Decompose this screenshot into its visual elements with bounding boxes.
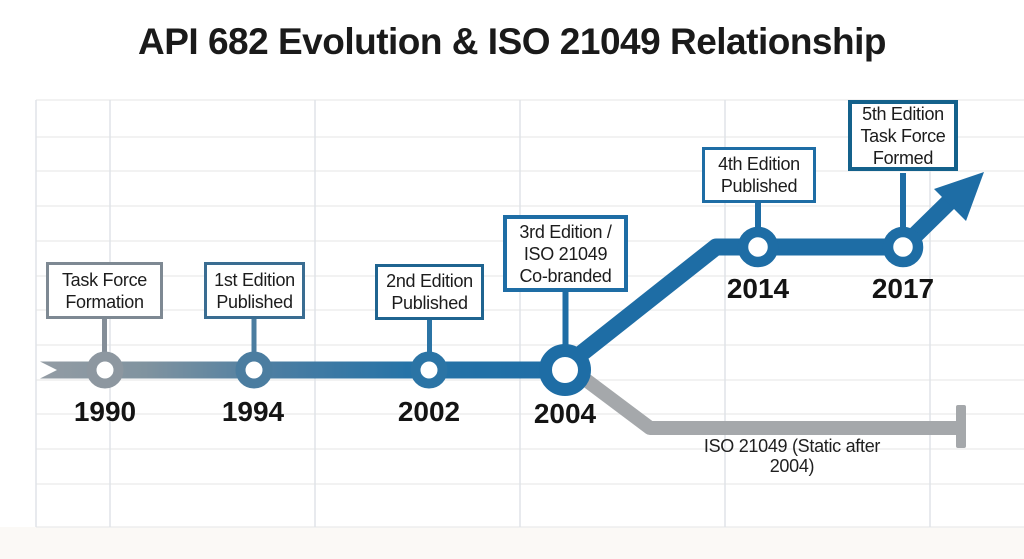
iso-branch-label-line: ISO 21049 (703, 436, 788, 456)
year-label-1994: 1994 (221, 396, 285, 427)
timeline-arrow-head (934, 172, 984, 221)
milestone-label-line: ISO 21049 (523, 243, 608, 264)
milestone-box-2017: 5th Edition Task Force Formed (848, 100, 958, 171)
milestone-label-line: Task Force (860, 125, 946, 146)
milestone-box-2014: 4th Edition Published (702, 147, 816, 203)
milestone-node-1990 (86, 351, 124, 389)
year-label-2002: 2002 (397, 396, 461, 427)
milestone-label-line: Published (720, 176, 798, 196)
milestone-box-2002: 2nd Edition Published (375, 264, 484, 320)
milestone-label-line: Published (391, 293, 468, 313)
milestone-label-line: 2nd Edition (386, 271, 473, 291)
milestone-nodes (86, 226, 924, 396)
milestone-label-line: Formed (872, 147, 934, 168)
milestone-label-line: 3rd Edition / (519, 221, 612, 242)
iso-branch-line (573, 368, 956, 435)
milestone-label-line: 5th Edition (862, 103, 944, 124)
background-grid (35, 99, 1024, 528)
milestone-label-line: Formation (65, 291, 144, 312)
milestone-box-1994: 1st Edition Published (204, 262, 305, 319)
year-label-2004: 2004 (533, 398, 597, 429)
milestone-label-line: 4th Edition (718, 154, 800, 174)
milestone-box-2004: 3rd Edition / ISO 21049 Co-branded (503, 215, 628, 292)
milestone-node-1994 (235, 351, 273, 389)
milestone-box-1990: Task Force Formation (46, 262, 163, 319)
year-label-2017: 2017 (871, 273, 935, 304)
bottom-margin (0, 527, 1024, 559)
milestone-node-2017 (882, 226, 924, 268)
milestone-node-2004 (539, 344, 591, 396)
iso-branch-label-line: (Static after 2004) (769, 436, 881, 476)
milestone-node-2014 (737, 226, 779, 268)
milestone-label-line: Co-branded (519, 265, 612, 286)
milestone-label-line: Task Force (61, 269, 148, 290)
milestone-node-2002 (410, 351, 448, 389)
milestone-label-line: 1st Edition (214, 269, 295, 290)
iso-branch-label: ISO 21049 (Static after 2004) (692, 436, 892, 476)
page-title: API 682 Evolution & ISO 21049 Relationsh… (138, 21, 887, 62)
iso-branch-endcap (956, 405, 966, 448)
milestone-label-line: Published (216, 291, 293, 312)
timeline-rise-segment (552, 194, 956, 379)
year-label-1990: 1990 (73, 396, 137, 427)
year-label-2014: 2014 (726, 273, 790, 304)
